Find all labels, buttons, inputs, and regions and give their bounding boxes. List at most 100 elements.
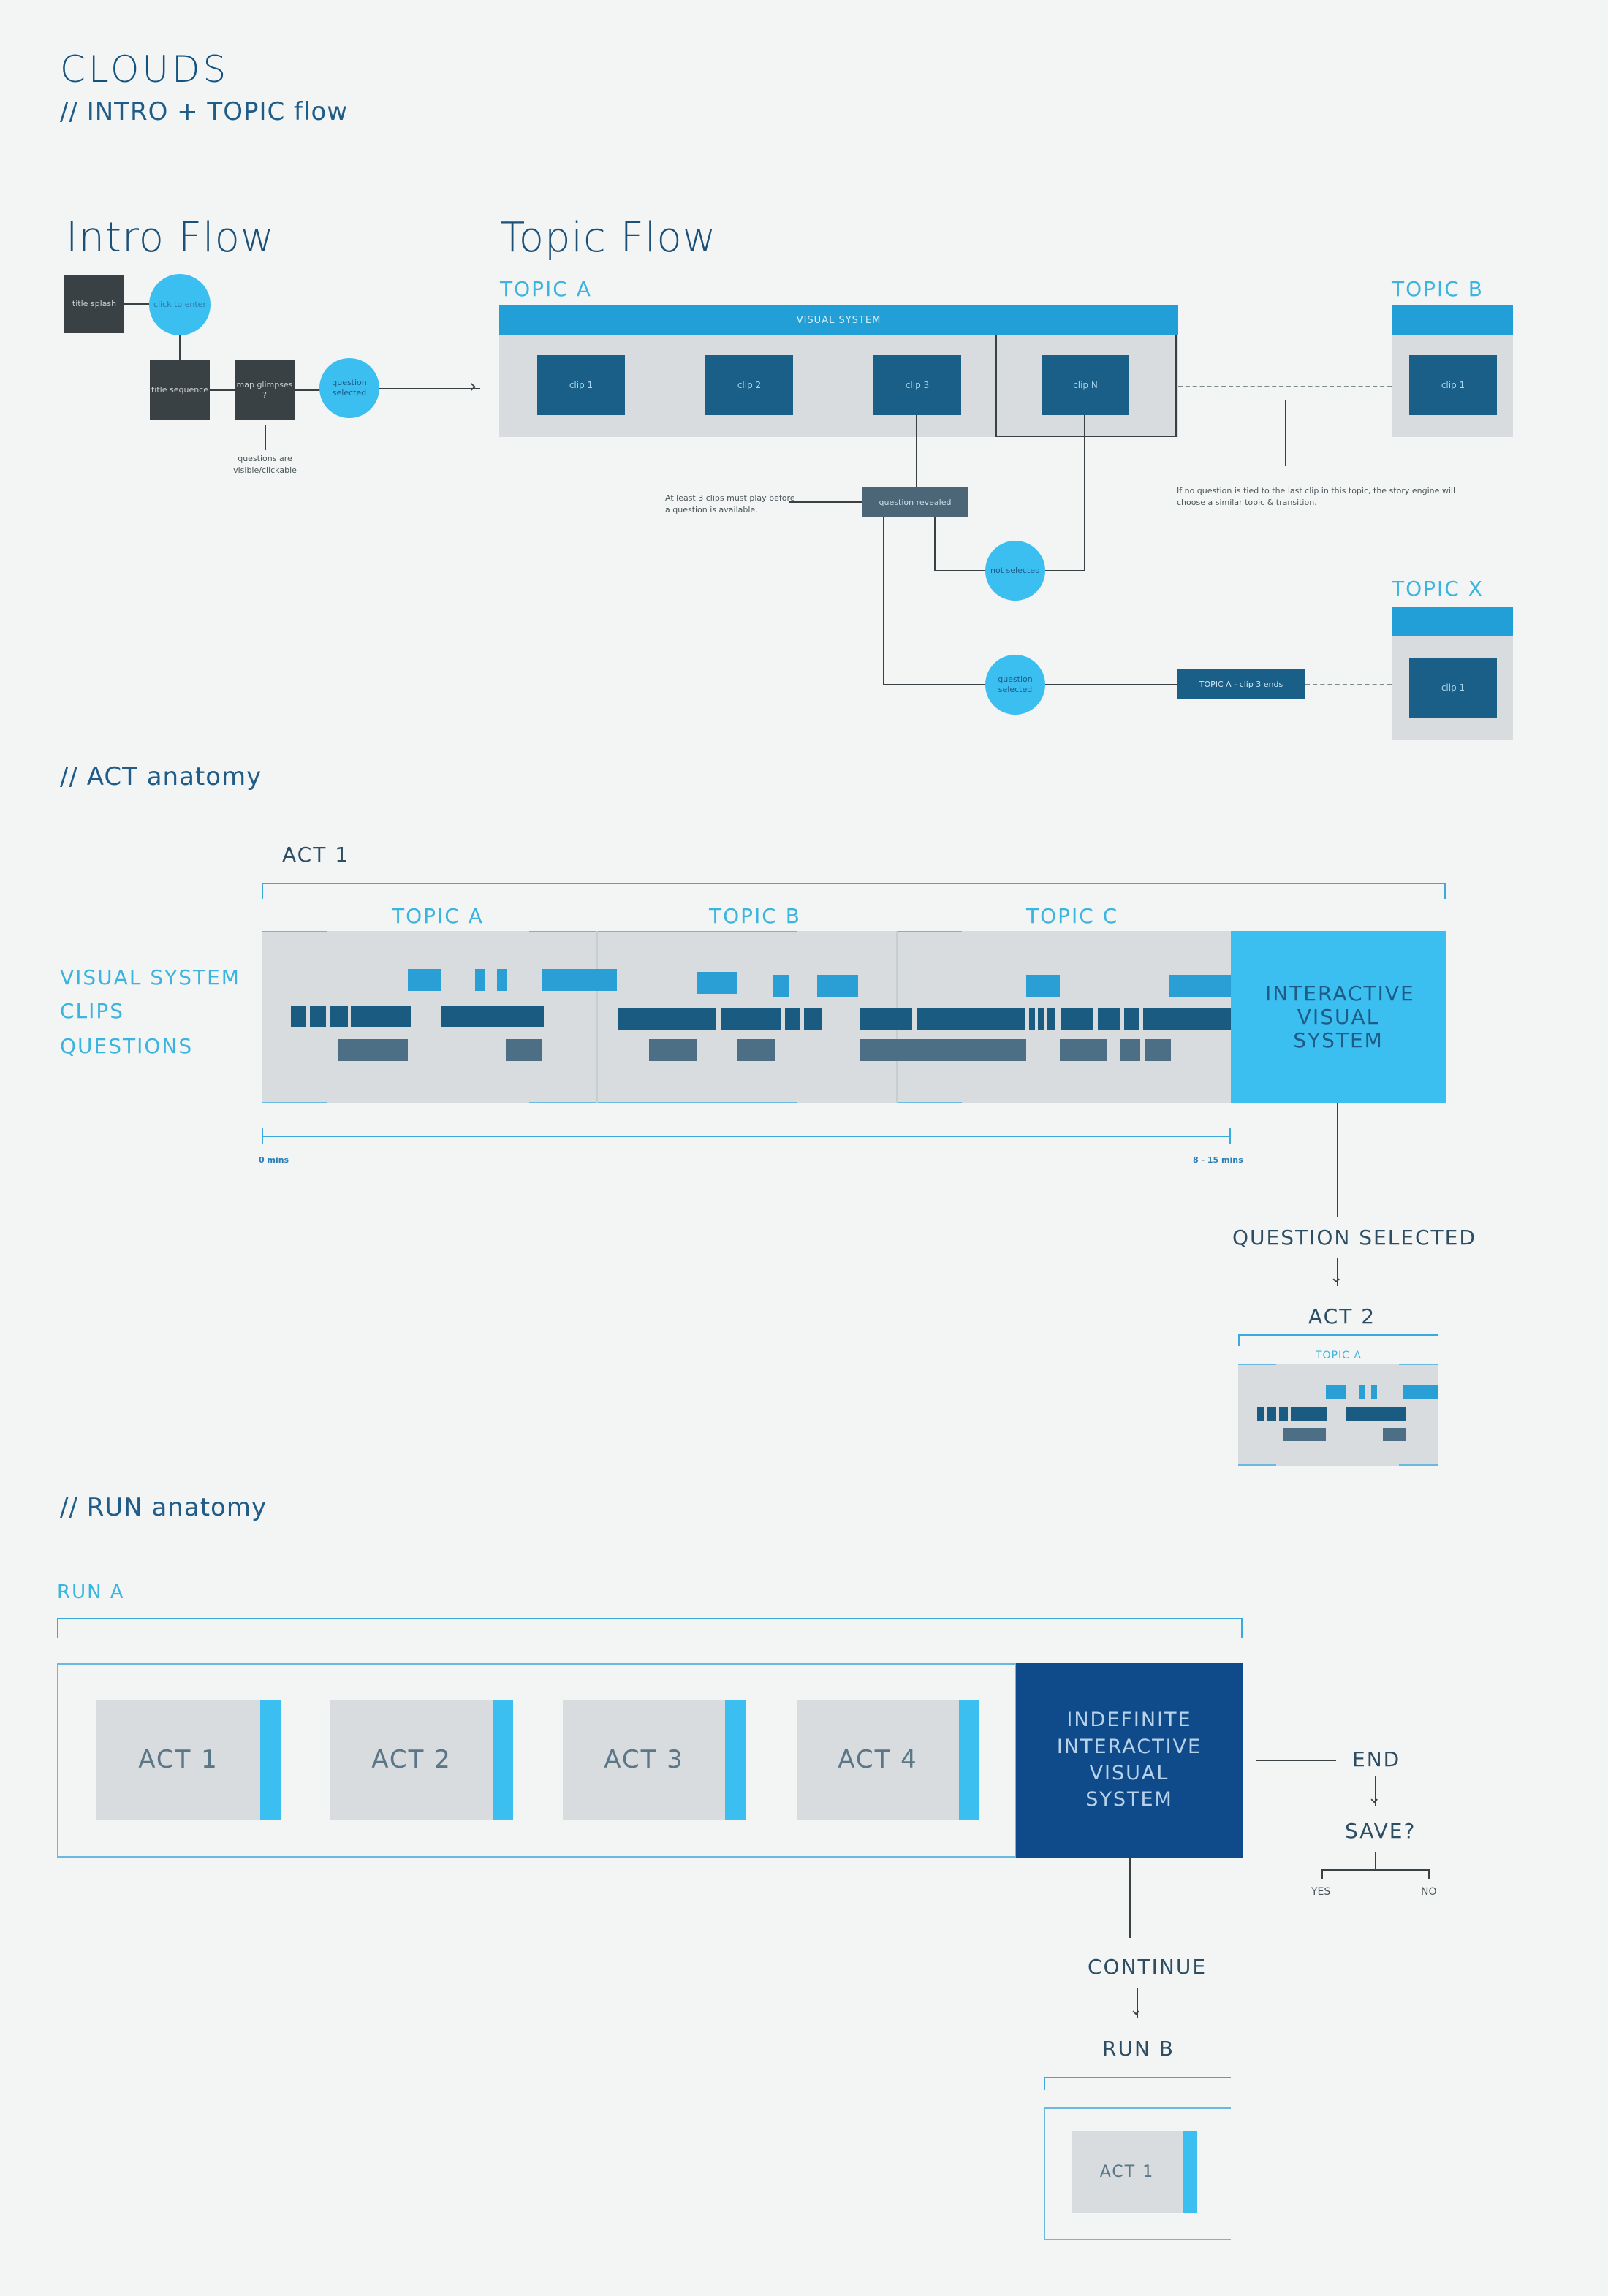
question-selected-label: question selected — [998, 674, 1033, 694]
topic-flow-heading: Topic Flow — [500, 214, 717, 262]
connector — [1084, 415, 1085, 570]
connector — [295, 389, 321, 391]
run-b-bracket — [1044, 2077, 1231, 2090]
dashed-connector — [1178, 386, 1392, 387]
indefinite-visual-system-block: INDEFINITE INTERACTIVE VISUAL SYSTEM — [1016, 1663, 1243, 1858]
clip-segment — [351, 1006, 411, 1027]
time-axis — [262, 1136, 1231, 1137]
clip-segment — [441, 1006, 544, 1027]
intro-flow-heading: Intro Flow — [66, 214, 275, 262]
title-splash-box: title splash — [64, 275, 124, 333]
run-act-1: ACT 1 — [96, 1700, 260, 1820]
title-splash-label: title splash — [72, 298, 117, 308]
connector — [1285, 400, 1286, 466]
map-glimpses-label: map glimpses ? — [236, 379, 293, 400]
question-segment — [1283, 1428, 1326, 1441]
visual-system-segment — [475, 969, 485, 991]
topic-mark — [529, 1102, 797, 1103]
map-glimpses-box: map glimpses ? — [235, 360, 295, 420]
continue-label: CONTINUE — [1088, 1955, 1207, 1979]
clip-segment — [330, 1006, 348, 1027]
act-label: ACT 1 — [1099, 2162, 1155, 2181]
page-title: CLOUDS — [60, 48, 230, 91]
act-topic-c: TOPIC C — [1026, 904, 1119, 928]
act-2-label: ACT 2 — [1308, 1304, 1376, 1328]
topic-mark — [1399, 1464, 1438, 1466]
visual-system-segment — [817, 975, 858, 997]
topic-mark — [1238, 1364, 1276, 1365]
run-a-label: RUN A — [57, 1581, 125, 1603]
connector — [179, 335, 181, 360]
act-label: ACT 4 — [838, 1745, 918, 1774]
visual-system-bar: VISUAL SYSTEM — [499, 305, 1178, 335]
interactive-visual-system-label: INTERACTIVE VISUAL SYSTEM — [1265, 981, 1415, 1053]
connector — [1428, 1869, 1430, 1879]
clip-segment — [860, 1008, 912, 1030]
run-anatomy-heading: // RUN anatomy — [60, 1493, 268, 1522]
connector — [1337, 1103, 1338, 1217]
title-sequence-box: title sequence — [150, 360, 210, 420]
act-interactive-strip — [959, 1700, 979, 1820]
run-a-container — [57, 1663, 1016, 1858]
question-segment — [338, 1039, 408, 1061]
questions-note: questions are visible/clickable — [233, 454, 297, 475]
run-act-2: ACT 2 — [330, 1700, 493, 1820]
question-segment — [649, 1039, 697, 1061]
clip-label: clip 1 — [1441, 380, 1465, 390]
clip-segment — [917, 1008, 1025, 1030]
run-b-act-1: ACT 1 — [1072, 2131, 1183, 2213]
no-label: NO — [1421, 1886, 1437, 1898]
page-subtitle: // INTRO + TOPIC flow — [60, 97, 349, 126]
not-selected-label: not selected — [990, 565, 1040, 575]
question-selected-label: QUESTION SELECTED — [1232, 1225, 1476, 1250]
visual-system-segment — [497, 969, 507, 991]
act-2-topic-label: TOPIC A — [1316, 1350, 1362, 1361]
arrow-line — [1375, 1776, 1376, 1806]
clip-segment — [1047, 1008, 1055, 1030]
visual-system-segment — [1359, 1385, 1365, 1399]
visual-system-segment — [1026, 975, 1060, 997]
topic-divider — [596, 931, 598, 1103]
visual-system-label: VISUAL SYSTEM — [796, 314, 881, 326]
connector — [934, 570, 987, 571]
visual-system-segment — [1403, 1385, 1438, 1399]
save-label: SAVE? — [1345, 1819, 1417, 1843]
click-to-enter-label: click to enter — [153, 299, 206, 309]
time-end-label: 8 - 15 mins — [1193, 1155, 1243, 1165]
connector — [265, 425, 266, 450]
act-interactive-strip — [1183, 2131, 1197, 2213]
question-selected-label: question selected — [332, 377, 367, 398]
clip-1: clip 1 — [537, 355, 625, 415]
topic-b-clip: clip 1 — [1409, 355, 1497, 415]
connector — [1045, 570, 1085, 571]
click-to-enter-node: click to enter — [149, 274, 211, 335]
interactive-visual-system-block: INTERACTIVE VISUAL SYSTEM — [1231, 931, 1446, 1103]
question-segment — [1383, 1428, 1406, 1441]
arrow-down-icon: ⌄ — [1368, 1789, 1381, 1807]
clips-note: At least 3 clips must play before a ques… — [665, 493, 795, 514]
act-interactive-strip — [725, 1700, 746, 1820]
clip-segment — [291, 1006, 306, 1027]
no-question-note: If no question is tied to the last clip … — [1177, 486, 1456, 507]
indefinite-visual-system-label: INDEFINITE INTERACTIVE VISUAL SYSTEM — [1056, 1708, 1202, 1812]
clip-label: clip 1 — [1441, 683, 1465, 693]
act-2-bracket — [1238, 1334, 1438, 1346]
arrow-line — [1337, 1258, 1338, 1286]
not-selected-node: not selected — [985, 541, 1045, 601]
topic-a-ends-box: TOPIC A - clip 3 ends — [1177, 669, 1305, 699]
question-segment — [1120, 1039, 1140, 1061]
clip-2: clip 2 — [705, 355, 793, 415]
question-selected-node: question selected — [319, 358, 379, 418]
run-act-3: ACT 3 — [563, 1700, 725, 1820]
topic-x-bar — [1392, 607, 1513, 636]
topic-b-bar — [1392, 305, 1513, 335]
arrow-line — [379, 388, 480, 389]
clip-label: clip N — [1073, 380, 1098, 390]
run-b-container — [1044, 2107, 1231, 2240]
act-bracket — [262, 883, 1446, 899]
clip-n-outline-left — [995, 335, 997, 437]
clip-segment — [1257, 1407, 1264, 1421]
clip-segment — [1061, 1008, 1093, 1030]
question-revealed-box: question revealed — [862, 487, 968, 517]
visual-system-segment — [542, 969, 617, 991]
